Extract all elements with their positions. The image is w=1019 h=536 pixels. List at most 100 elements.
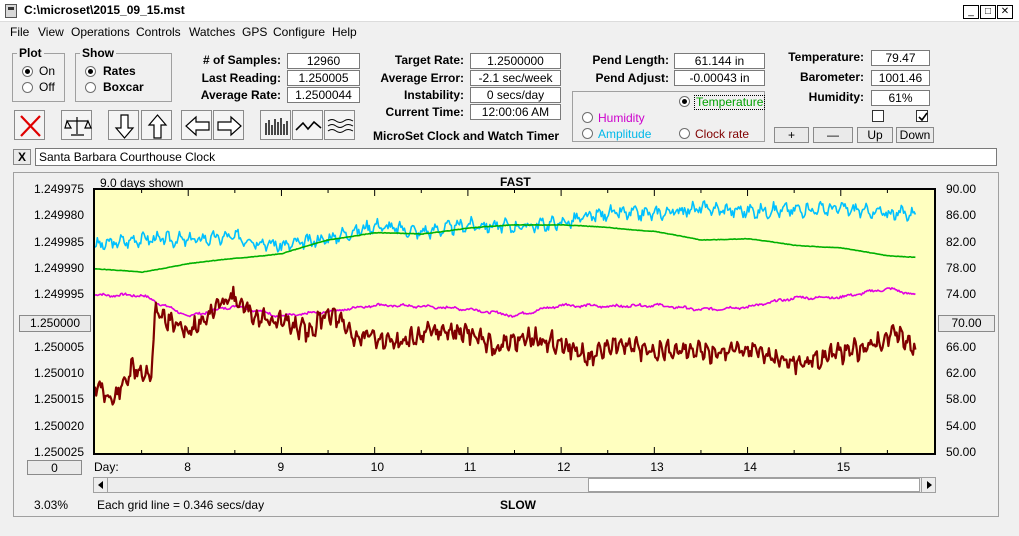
right-axis-tick-label: 66.00	[945, 339, 976, 354]
center-sensor-button[interactable]: 70.00	[938, 315, 995, 332]
wave-view-button[interactable]	[324, 110, 355, 140]
scroll-left-arrow[interactable]	[94, 478, 108, 492]
app-icon	[5, 4, 17, 18]
x-axis-tick-label: 12	[557, 460, 571, 474]
rate-chart	[93, 190, 917, 453]
arrow-up-icon	[147, 114, 168, 139]
clear-button[interactable]	[14, 110, 45, 140]
plot-off-radio[interactable]	[22, 82, 33, 93]
right-axis-tick-label: 74.00	[945, 287, 976, 302]
series-temperature-line	[94, 200, 917, 253]
clock-name-field[interactable]: Santa Barbara Courthouse Clock	[35, 148, 997, 166]
boxcar-label: Boxcar	[103, 80, 144, 94]
menu-help[interactable]: Help	[332, 25, 357, 39]
clear-name-button[interactable]: X	[13, 149, 31, 165]
offset-button[interactable]: 0	[27, 460, 82, 475]
left-axis-tick-label: 1.249980	[33, 208, 84, 223]
average-error-field: -2.1 sec/week	[470, 70, 561, 86]
right-axis-tick-label: 86.00	[945, 208, 976, 223]
scroll-right-button[interactable]	[213, 110, 244, 140]
bars-view-button[interactable]	[260, 110, 291, 140]
series-rate-line	[93, 285, 917, 406]
right-axis-tick-label: 50.00	[945, 445, 976, 459]
menu-watches[interactable]: Watches	[189, 25, 236, 39]
right-axis-tick-label: 54.00	[945, 418, 976, 433]
scroll-down-button[interactable]	[108, 110, 139, 140]
balance-button[interactable]	[61, 110, 92, 140]
left-axis-tick-label: 1.250020	[33, 418, 84, 433]
title-bar: C:\microset\2015_09_15.mst _ □ ✕	[0, 0, 1019, 22]
close-window-button[interactable]: ✕	[997, 5, 1013, 19]
samples-label: # of Samples:	[202, 53, 281, 67]
x-axis-tick-label: 11	[463, 460, 477, 474]
right-axis-tick-label: 82.00	[945, 234, 976, 249]
scroll-up-button[interactable]	[141, 110, 172, 140]
barometer-field: 1001.46	[871, 70, 930, 86]
scroll-left-button[interactable]	[181, 110, 212, 140]
temperature-option-label: Temperature	[694, 95, 766, 110]
menu-controls[interactable]: Controls	[136, 25, 181, 39]
plot-group-label: Plot	[19, 46, 42, 60]
line-graph-icon	[295, 120, 322, 131]
menu-file[interactable]: File	[10, 25, 30, 39]
left-axis-tick-label: 1.249990	[33, 260, 84, 275]
red-x-icon	[20, 115, 41, 137]
average-rate-label: Average Rate:	[200, 88, 281, 102]
temperature-radio[interactable]	[679, 96, 690, 107]
temperature-field: 79.47	[871, 50, 930, 66]
minus-button[interactable]: —	[813, 127, 853, 143]
bar-graph-icon	[265, 118, 288, 135]
left-axis-tick-label: 1.250010	[33, 366, 84, 381]
pend-length-field[interactable]: 61.144 in	[674, 53, 765, 69]
right-axis-tick-label: 90.00	[945, 182, 976, 196]
instability-label: Instability:	[403, 88, 464, 102]
slow-label: SLOW	[500, 498, 536, 512]
clock-rate-radio[interactable]	[679, 128, 690, 139]
line-view-button[interactable]	[292, 110, 323, 140]
amplitude-radio[interactable]	[582, 128, 593, 139]
x-axis-tick-label: 15	[836, 460, 851, 474]
triangle-right-icon	[927, 481, 932, 489]
average-rate-field: 1.2500044	[287, 87, 360, 103]
menu-gps[interactable]: GPS	[242, 25, 268, 39]
menu-operations[interactable]: Operations	[71, 25, 130, 39]
menu-view[interactable]: View	[38, 25, 64, 39]
rates-radio[interactable]	[85, 66, 96, 77]
horizontal-scrollbar[interactable]	[93, 477, 936, 493]
product-name: MicroSet Clock and Watch Timer	[373, 129, 560, 143]
x-axis-tick-label: 8	[184, 460, 191, 474]
up-button[interactable]: Up	[857, 127, 893, 143]
series-humidity-line	[94, 223, 916, 274]
humidity-field: 61%	[871, 90, 930, 106]
boxcar-radio[interactable]	[85, 82, 96, 93]
fast-label: FAST	[500, 175, 531, 189]
show-group-label: Show	[82, 46, 114, 60]
day-axis-label: Day:	[94, 460, 119, 474]
average-error-label: Average Error:	[380, 71, 464, 85]
scroll-right-arrow[interactable]	[921, 478, 935, 492]
pend-adjust-field: -0.00043 in	[674, 70, 765, 86]
left-axis-tick-label: 1.249995	[33, 287, 84, 302]
humidity-option-label: Humidity	[598, 111, 645, 125]
samples-field: 12960	[287, 53, 360, 69]
environment-checkbox-2[interactable]	[916, 110, 928, 122]
instability-field: 0 secs/day	[470, 87, 561, 103]
triangle-left-icon	[98, 481, 103, 489]
plot-on-radio[interactable]	[22, 66, 33, 77]
left-axis-tick-label: 1.250025	[33, 445, 84, 459]
minimize-button[interactable]: _	[963, 5, 979, 19]
barometer-label: Barometer:	[799, 70, 864, 84]
humidity-label: Humidity:	[808, 90, 864, 104]
humidity-radio[interactable]	[582, 112, 593, 123]
center-rate-button[interactable]: 1.250000	[19, 315, 91, 332]
temperature-label: Temperature:	[788, 50, 864, 64]
current-time-field: 12:00:06 AM	[470, 104, 561, 120]
maximize-button[interactable]: □	[980, 5, 996, 19]
plus-button[interactable]: +	[774, 127, 809, 143]
down-button[interactable]: Down	[896, 127, 934, 143]
scroll-thumb[interactable]	[588, 478, 920, 492]
environment-checkbox-1[interactable]	[872, 110, 884, 122]
target-rate-field[interactable]: 1.2500000	[470, 53, 561, 69]
menu-configure[interactable]: Configure	[273, 25, 326, 39]
sensor-select-box	[572, 91, 765, 142]
